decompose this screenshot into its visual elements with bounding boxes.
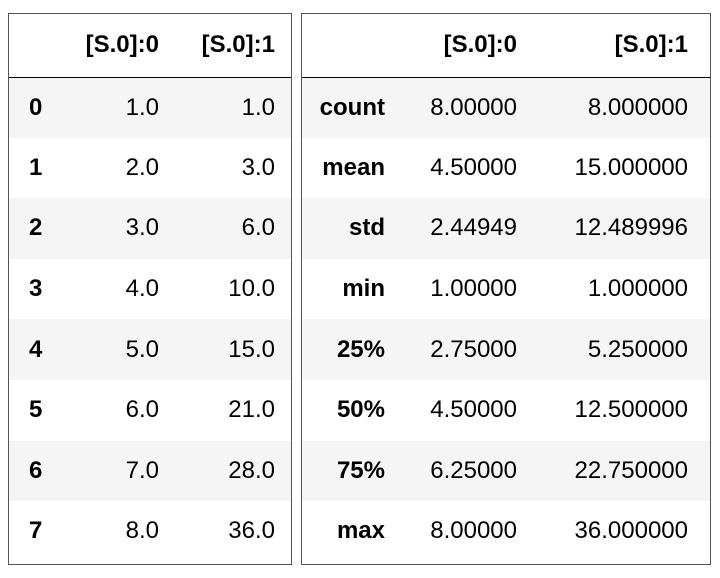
header-row: [S.0]:0 [S.0]:1 <box>9 14 291 78</box>
table-row: 5 6.0 21.0 <box>9 379 291 441</box>
row-index: 25% <box>336 335 385 363</box>
row-index: 6 <box>29 456 43 484</box>
row-index: 5 <box>29 396 43 424</box>
table-cell: 1.0 <box>241 93 275 121</box>
describe-panel: [S.0]:0 [S.0]:1 count 8.00000 8.000000 m… <box>301 13 711 565</box>
table-cell: 4.0 <box>125 275 159 303</box>
dataframe-table: [S.0]:0 [S.0]:1 0 1.0 1.0 1 2.0 3.0 2 3.… <box>9 14 291 562</box>
row-index: 50% <box>336 396 385 424</box>
table-row: 4 5.0 15.0 <box>9 319 291 380</box>
index-header <box>302 14 397 78</box>
table-cell: 1.00000 <box>430 275 517 303</box>
row-index: 2 <box>29 214 43 242</box>
row-index: 4 <box>29 335 43 363</box>
table-cell: 8.00000 <box>430 517 517 545</box>
table-cell: 5.250000 <box>587 335 688 363</box>
table-cell: 3.0 <box>125 214 159 242</box>
table-cell: 1.0 <box>125 93 159 121</box>
index-header <box>9 14 59 78</box>
row-index: 75% <box>336 456 385 484</box>
column-header: [S.0]:1 <box>159 14 291 78</box>
table-cell: 22.750000 <box>574 456 688 484</box>
column-header: [S.0]:1 <box>517 14 710 78</box>
table-cell: 10.0 <box>228 275 275 303</box>
table-row: 1 2.0 3.0 <box>9 137 291 199</box>
table-row: 6 7.0 28.0 <box>9 440 291 502</box>
table-row: max 8.00000 36.000000 <box>302 501 710 562</box>
table-cell: 4.50000 <box>430 153 517 181</box>
table-cell: 6.0 <box>241 214 275 242</box>
table-cell: 6.0 <box>125 396 159 424</box>
describe-table: [S.0]:0 [S.0]:1 count 8.00000 8.000000 m… <box>302 14 710 562</box>
table-cell: 8.00000 <box>430 93 517 121</box>
table-cell: 12.500000 <box>574 396 688 424</box>
row-index: std <box>349 214 385 242</box>
header-row: [S.0]:0 [S.0]:1 <box>302 14 710 78</box>
table-cell: 28.0 <box>228 456 275 484</box>
table-cell: 6.25000 <box>430 456 517 484</box>
table-row: 2 3.0 6.0 <box>9 198 291 259</box>
table-row: mean 4.50000 15.000000 <box>302 137 710 199</box>
table-row: min 1.00000 1.000000 <box>302 258 710 320</box>
row-index: 3 <box>29 275 43 303</box>
table-row: count 8.00000 8.000000 <box>302 77 710 138</box>
table-cell: 8.0 <box>125 517 159 545</box>
row-index: 7 <box>29 517 43 545</box>
dataframe-panel: [S.0]:0 [S.0]:1 0 1.0 1.0 1 2.0 3.0 2 3.… <box>8 13 292 565</box>
table-cell: 5.0 <box>125 335 159 363</box>
table-cell: 3.0 <box>241 153 275 181</box>
table-cell: 2.0 <box>125 153 159 181</box>
table-row: 50% 4.50000 12.500000 <box>302 379 710 441</box>
row-index: 0 <box>29 93 43 121</box>
table-row: 75% 6.25000 22.750000 <box>302 440 710 502</box>
table-cell: 2.44949 <box>430 214 517 242</box>
column-header: [S.0]:0 <box>59 14 159 78</box>
row-index: 1 <box>29 153 43 181</box>
table-cell: 36.0 <box>228 517 275 545</box>
table-row: 25% 2.75000 5.250000 <box>302 319 710 380</box>
table-row: 0 1.0 1.0 <box>9 77 291 138</box>
table-cell: 8.000000 <box>587 93 688 121</box>
table-cell: 4.50000 <box>430 396 517 424</box>
row-index: mean <box>322 153 385 181</box>
table-cell: 21.0 <box>228 396 275 424</box>
table-row: 3 4.0 10.0 <box>9 258 291 320</box>
table-cell: 1.000000 <box>587 275 688 303</box>
column-header: [S.0]:0 <box>397 14 517 78</box>
row-index: count <box>319 93 385 121</box>
table-cell: 15.000000 <box>574 153 688 181</box>
table-cell: 36.000000 <box>574 517 688 545</box>
table-cell: 12.489996 <box>574 214 688 242</box>
table-cell: 15.0 <box>228 335 275 363</box>
table-row: std 2.44949 12.489996 <box>302 198 710 259</box>
row-index: min <box>342 275 385 303</box>
table-row: 7 8.0 36.0 <box>9 501 291 562</box>
row-index: max <box>336 517 385 545</box>
table-cell: 7.0 <box>125 456 159 484</box>
table-cell: 2.75000 <box>430 335 517 363</box>
